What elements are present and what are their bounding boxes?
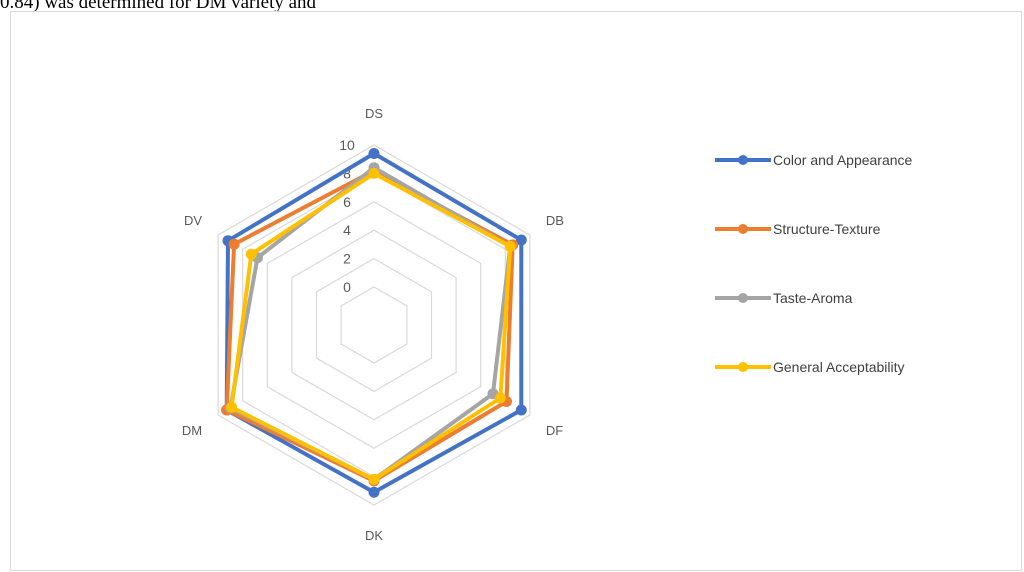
legend-swatch-marker <box>738 224 748 234</box>
axis-label-dk: DK <box>365 528 383 543</box>
legend-item-1: Structure-Texture <box>715 221 881 237</box>
radar-grid <box>217 144 531 506</box>
data-point <box>368 148 380 159</box>
grid-ring-6 <box>266 201 482 449</box>
data-point <box>494 392 506 404</box>
radar-axis-labels: DS DB DF DK DM DV <box>182 106 564 543</box>
data-point <box>368 473 380 485</box>
legend-label: General Acceptability <box>773 359 905 375</box>
chart-frame: 0 2 4 6 8 10 DS DB DF DK DM DV Color and Appearanc… <box>10 11 1022 571</box>
tick-label-6: 6 <box>343 194 351 210</box>
axis-label-df: DF <box>546 423 563 438</box>
data-point <box>245 248 257 260</box>
radar-tick-labels: 0 2 4 6 8 10 <box>339 137 355 295</box>
data-point <box>228 238 240 250</box>
axis-label-ds: DS <box>365 106 383 121</box>
legend-item-3: General Acceptability <box>715 359 905 375</box>
tick-label-8: 8 <box>343 165 351 181</box>
series-3 <box>226 167 516 485</box>
data-point <box>515 234 527 246</box>
legend-swatch-marker <box>738 362 748 372</box>
data-point <box>368 167 380 179</box>
tick-label-10: 10 <box>339 137 355 153</box>
legend-item-0: Color and Appearance <box>715 152 913 168</box>
grid-ring-4 <box>291 229 457 421</box>
tick-label-4: 4 <box>343 222 351 238</box>
radar-chart: 0 2 4 6 8 10 DS DB DF DK DM DV Color and Appearanc… <box>182 106 913 543</box>
axis-label-dv: DV <box>184 213 202 228</box>
legend-label: Color and Appearance <box>773 152 913 168</box>
legend-swatch-marker <box>738 293 748 303</box>
axis-label-db: DB <box>546 213 564 228</box>
legend-label: Taste-Aroma <box>773 290 853 306</box>
radar-series <box>221 148 527 498</box>
data-point <box>226 401 238 413</box>
axis-label-dm: DM <box>182 423 202 438</box>
tick-label-0: 0 <box>343 279 351 295</box>
data-point <box>504 240 516 252</box>
legend-item-2: Taste-Aroma <box>715 290 853 306</box>
chart-legend: Color and Appearance Structure-Texture Tas… <box>715 152 913 375</box>
data-point <box>515 404 527 416</box>
data-point <box>368 486 380 498</box>
legend-swatch-marker <box>738 155 748 165</box>
document-text-line: 0.84) was determined for DM variety and <box>0 0 317 13</box>
grid-ring-0 <box>340 286 408 364</box>
tick-label-2: 2 <box>343 251 351 267</box>
grid-ring-10 <box>217 144 531 506</box>
legend-label: Structure-Texture <box>773 221 881 237</box>
grid-ring-2 <box>315 257 433 393</box>
